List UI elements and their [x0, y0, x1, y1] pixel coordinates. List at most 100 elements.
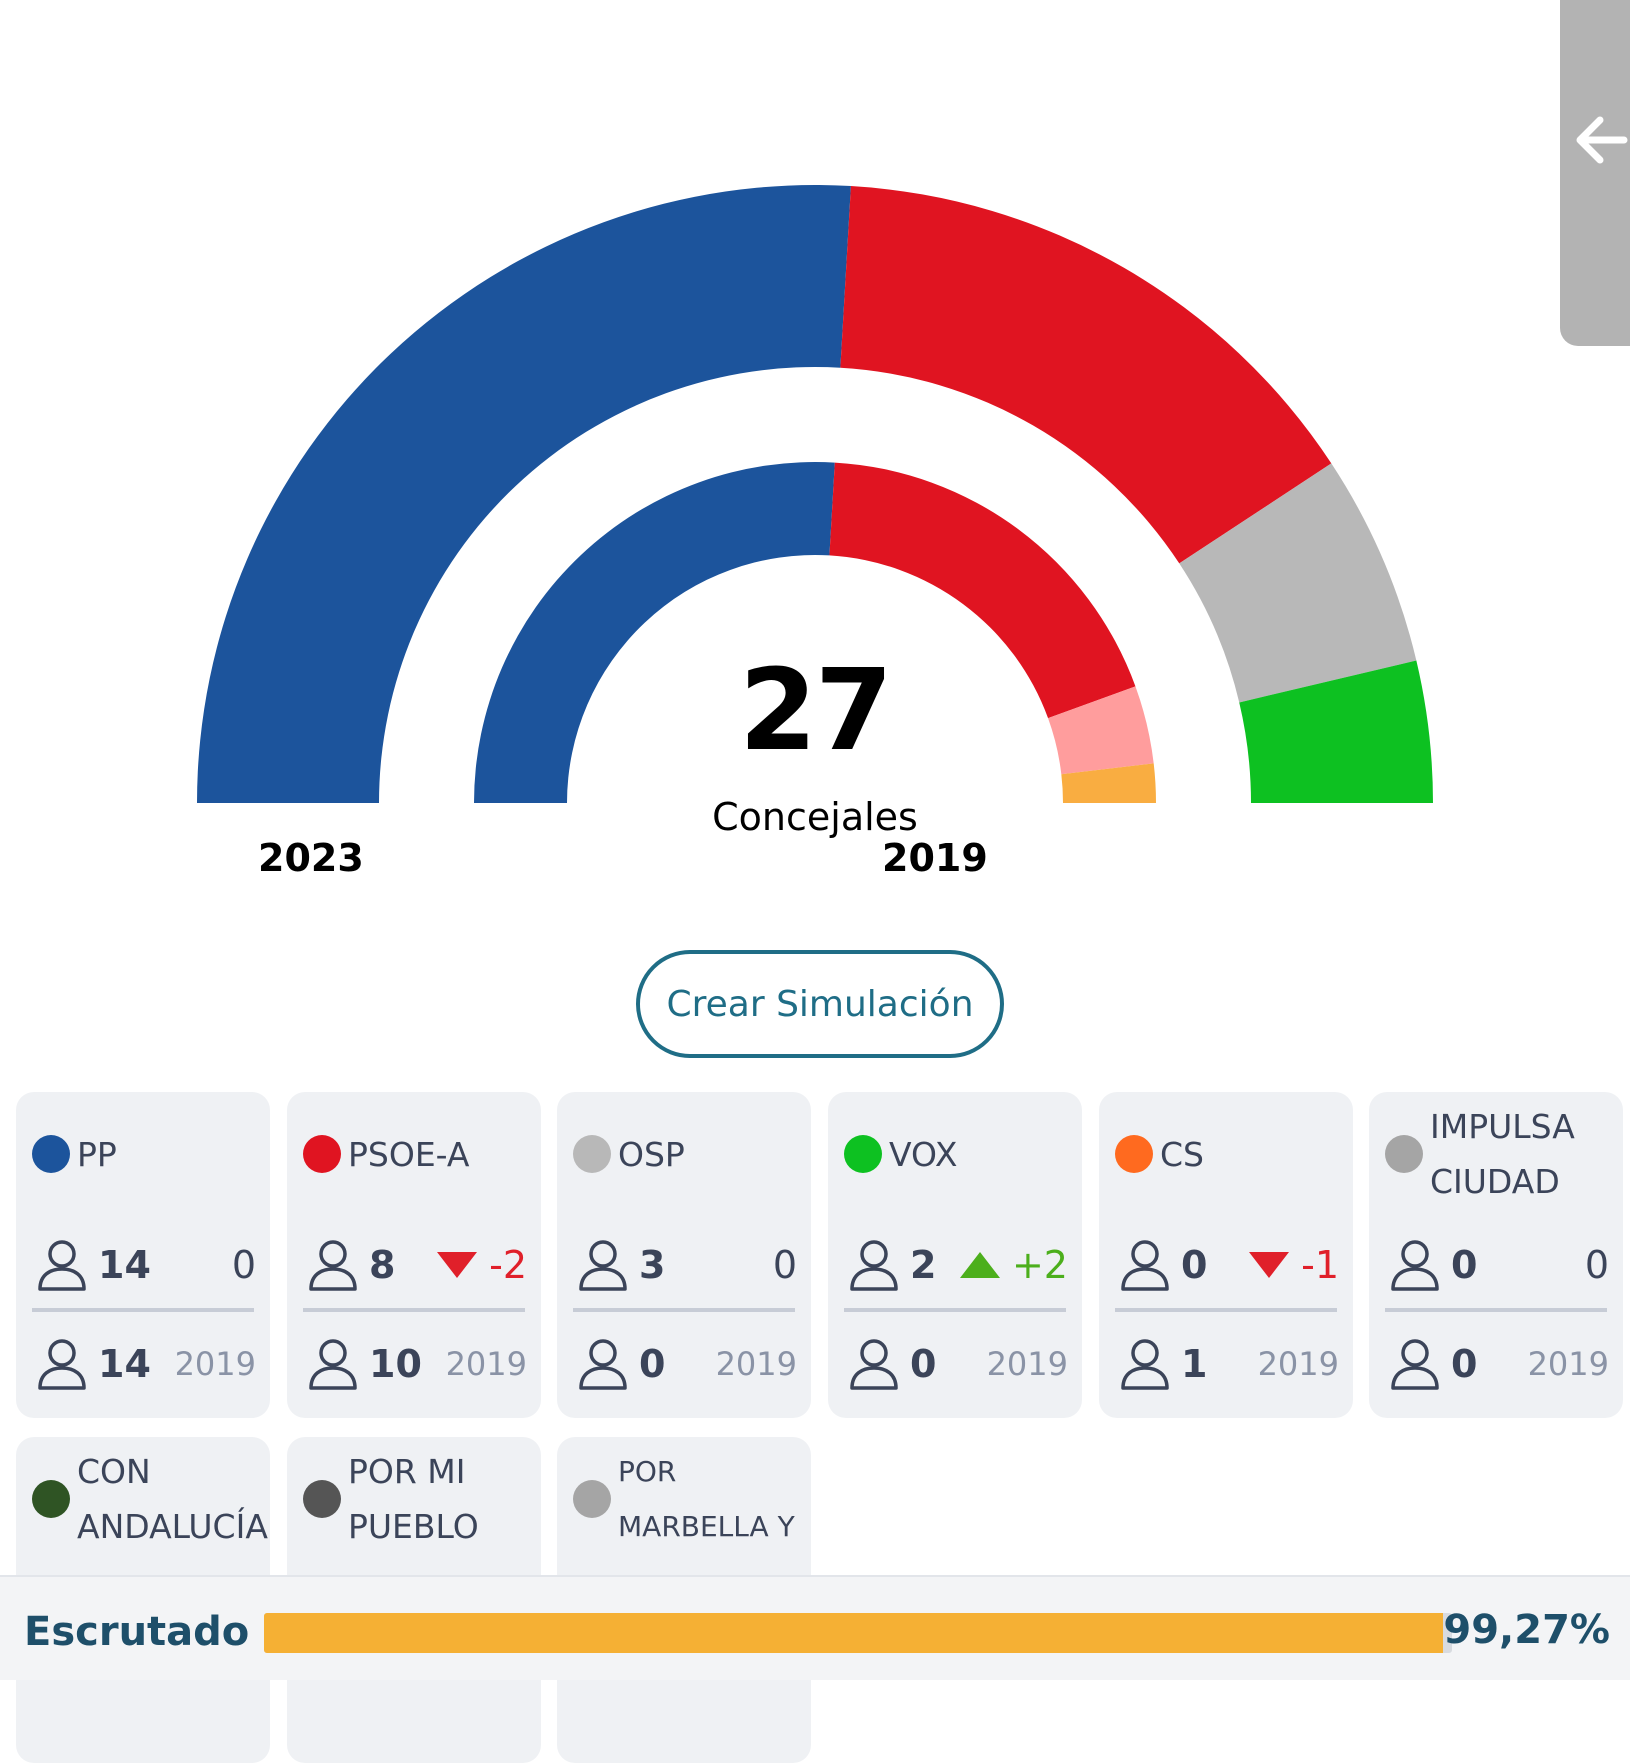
person-icon [579, 1240, 627, 1291]
arrow-left-icon [1576, 116, 1628, 164]
seat-change: +2 [959, 1243, 1068, 1287]
current-seats: 0 [1181, 1243, 1208, 1287]
party-card[interactable]: PP 14 0 14 2019 [16, 1092, 270, 1418]
side-panel-tab[interactable] [1560, 0, 1630, 346]
party-name: CON ANDALUCÍA [77, 1452, 268, 1546]
inner-ring-segment-psoe-a [829, 462, 1136, 719]
current-seats-row: 3 0 [577, 1230, 797, 1300]
current-seats-row: 8 -2 [307, 1230, 527, 1300]
previous-seats: 0 [910, 1342, 937, 1386]
previous-year-label: 2019 [1527, 1345, 1609, 1383]
count-progress-label: Escrutado [24, 1609, 250, 1655]
party-name: POR MI PUEBLO [348, 1452, 479, 1546]
person-icon [579, 1339, 627, 1390]
current-seats-row: 14 0 [36, 1230, 256, 1300]
count-progress-track [264, 1613, 1452, 1653]
outer-ring-year: 2023 [258, 836, 364, 880]
seat-change-value: +2 [1011, 1243, 1068, 1287]
party-card[interactable]: VOX 2 +2 0 2019 [828, 1092, 1082, 1418]
party-color-dot [844, 1135, 882, 1173]
party-color-dot [303, 1135, 341, 1173]
party-color-dot [32, 1135, 70, 1173]
party-color-dot [573, 1135, 611, 1173]
party-header: CON ANDALUCÍA [32, 1451, 268, 1547]
create-simulation-button[interactable]: Crear Simulación [636, 950, 1004, 1058]
down-triangle-icon [1249, 1252, 1290, 1278]
previous-seats: 1 [1181, 1342, 1208, 1386]
card-divider [1385, 1308, 1607, 1312]
card-divider [844, 1308, 1066, 1312]
party-header: IMPULSA CIUDAD [1385, 1106, 1613, 1202]
current-seats-row: 0 -1 [1119, 1230, 1339, 1300]
previous-seats-row: 14 2019 [36, 1329, 256, 1399]
previous-seats: 0 [1451, 1342, 1478, 1386]
previous-seats: 14 [98, 1342, 151, 1386]
person-icon [1121, 1339, 1169, 1390]
outer-ring-segment-psoe-a [840, 186, 1332, 564]
inner-ring-segment-pp [474, 461, 835, 803]
seat-change-value: 0 [1584, 1243, 1609, 1287]
card-divider [1115, 1308, 1337, 1312]
person-icon [309, 1240, 357, 1291]
previous-year-label: 2019 [1257, 1345, 1339, 1383]
previous-year-label: 2019 [445, 1345, 527, 1383]
person-icon [1121, 1240, 1169, 1291]
hemicycle-chart [197, 185, 1433, 803]
previous-seats-row: 0 2019 [848, 1329, 1068, 1399]
party-name: IMPULSA CIUDAD [1430, 1107, 1575, 1201]
party-color-dot [1115, 1135, 1153, 1173]
party-name: PSOE-A [348, 1134, 470, 1174]
seat-change-value: -2 [489, 1243, 527, 1287]
person-icon [38, 1339, 86, 1390]
party-color-dot [1385, 1135, 1423, 1173]
seat-change: 0 [1585, 1243, 1609, 1287]
current-seats: 14 [98, 1243, 151, 1287]
up-triangle-icon [959, 1252, 1000, 1278]
party-color-dot [32, 1480, 70, 1518]
outer-ring-segment-pp [197, 185, 851, 803]
current-seats: 0 [1451, 1243, 1478, 1287]
person-icon [850, 1339, 898, 1390]
party-header: VOX [844, 1106, 1072, 1202]
person-icon [1391, 1339, 1439, 1390]
total-seats-caption: Concejales [712, 795, 918, 839]
previous-year-label: 2019 [986, 1345, 1068, 1383]
party-header: PSOE-A [303, 1106, 531, 1202]
inner-ring-segment-pink [1048, 686, 1154, 775]
down-triangle-icon [437, 1252, 478, 1278]
current-seats: 8 [369, 1243, 396, 1287]
party-header: POR MARBELLA Y [573, 1451, 801, 1547]
party-header: PP [32, 1106, 260, 1202]
count-progress-fill [264, 1613, 1444, 1653]
total-seats: 27 [739, 646, 893, 776]
party-header: POR MI PUEBLO [303, 1451, 531, 1547]
inner-ring-year: 2019 [882, 836, 988, 880]
previous-seats: 10 [369, 1342, 422, 1386]
party-card[interactable]: PSOE-A 8 -2 10 2019 [287, 1092, 541, 1418]
previous-seats-row: 1 2019 [1119, 1329, 1339, 1399]
party-card[interactable]: OSP 3 0 0 2019 [557, 1092, 811, 1418]
seat-change: 0 [773, 1243, 797, 1287]
current-seats-row: 2 +2 [848, 1230, 1068, 1300]
outer-ring-segment-osp [1179, 463, 1417, 703]
previous-year-label: 2019 [715, 1345, 797, 1383]
party-header: CS [1115, 1106, 1343, 1202]
current-seats-row: 0 0 [1389, 1230, 1609, 1300]
party-name: PP [77, 1134, 117, 1174]
party-name: POR MARBELLA Y [618, 1455, 795, 1543]
count-progress: Escrutado 99,27% [0, 1575, 1630, 1680]
party-card[interactable]: CS 0 -1 1 2019 [1099, 1092, 1353, 1418]
previous-seats-row: 10 2019 [307, 1329, 527, 1399]
person-icon [38, 1240, 86, 1291]
party-header: OSP [573, 1106, 801, 1202]
party-name: VOX [889, 1134, 958, 1174]
party-card[interactable]: IMPULSA CIUDAD 0 0 0 2019 [1369, 1092, 1623, 1418]
seat-change-value: 0 [231, 1243, 256, 1287]
count-progress-value: 99,27% [1443, 1607, 1610, 1653]
seat-change: -1 [1249, 1243, 1339, 1287]
current-seats: 2 [910, 1243, 937, 1287]
previous-seats-row: 0 2019 [1389, 1329, 1609, 1399]
party-color-dot [573, 1480, 611, 1518]
seat-change: -2 [437, 1243, 527, 1287]
inner-ring-segment-cs [1061, 763, 1156, 803]
